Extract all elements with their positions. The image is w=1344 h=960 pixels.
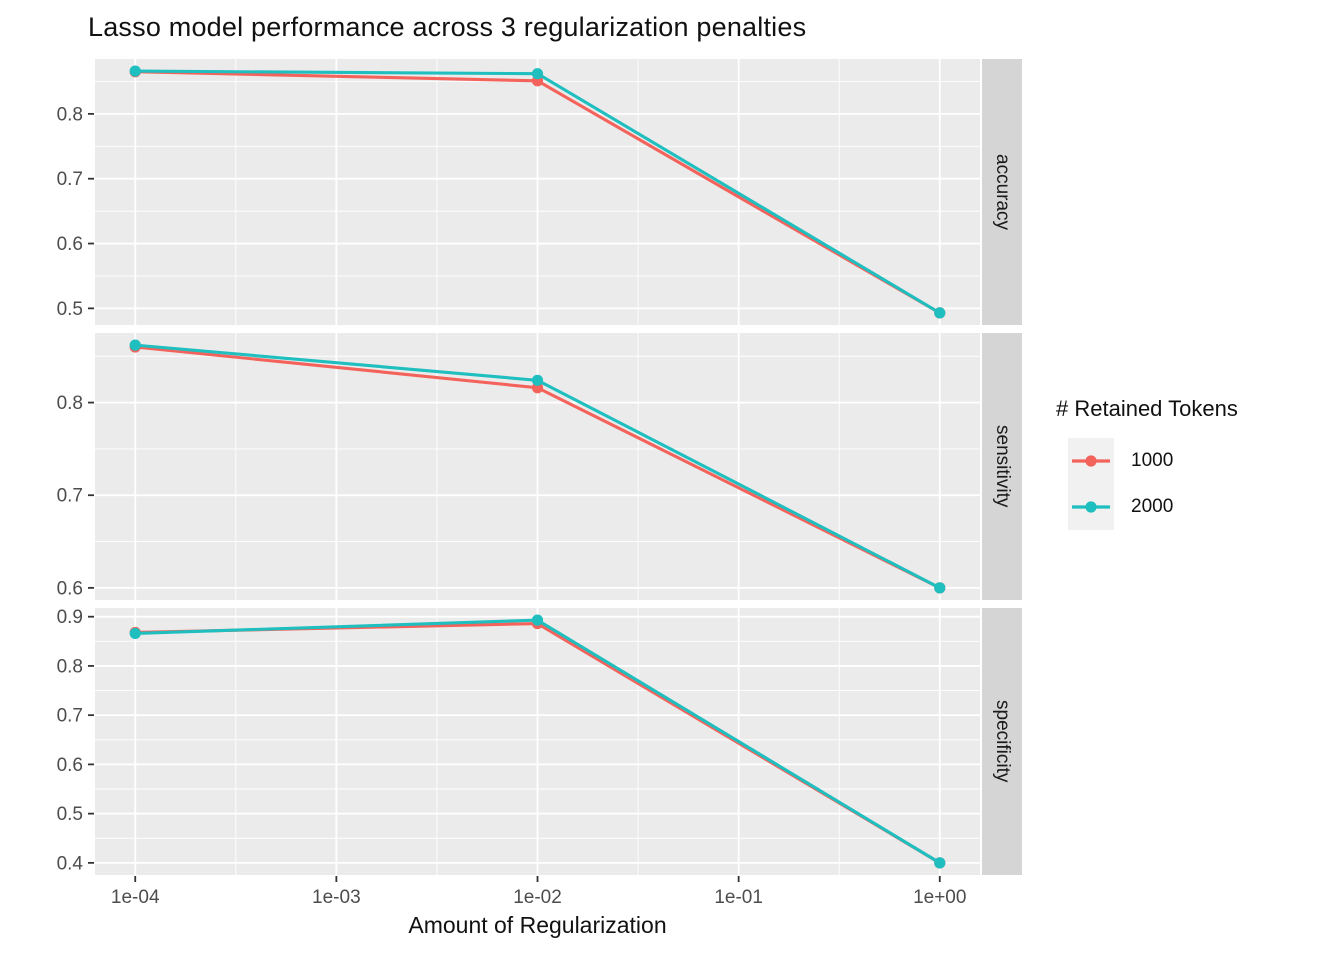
legend-key-line-dot-icon [1068,484,1114,530]
data-point-2000 [129,627,141,640]
y-tick-label: 0.6 [57,234,83,255]
legend-entry-label: 1000 [1131,450,1174,471]
y-tick-label: 0.6 [57,578,83,599]
y-tick-label: 0.8 [57,393,83,414]
legend-title: # Retained Tokens [1056,396,1238,421]
legend-entry-2000: 2000 [1068,484,1336,530]
legend-entry-label: 2000 [1131,496,1174,517]
data-point-2000 [531,68,544,80]
y-tick-label: 0.6 [57,755,83,776]
legend-entries: 1000 2000 [1068,438,1336,530]
data-point-2000 [531,374,544,386]
y-tick-label: 0.4 [57,853,84,874]
facet-strip-sensitivity: sensitivity [982,333,1022,600]
y-tick-label: 0.7 [57,169,83,190]
y-tick-label: 0.5 [57,804,83,825]
facet-strip-label: accuracy [992,153,1013,231]
y-tick-label: 0.8 [57,104,83,125]
legend: # Retained Tokens 1000 2000 [1056,396,1336,530]
x-tick-label: 1e-01 [714,887,763,908]
x-tick-label: 1e-04 [111,887,160,908]
data-point-2000 [129,65,141,77]
x-tick-label: 1e+00 [913,887,966,908]
plot-title: Lasso model performance across 3 regular… [88,12,807,42]
legend-key-line-dot-icon [1068,438,1114,484]
x-axis-title: Amount of Regularization [408,912,667,938]
y-tick-label: 0.7 [57,486,83,507]
facet-panel-sensitivity: 0.6 0.7 0.8 [57,333,980,600]
x-tick-label: 1e-03 [312,887,361,908]
y-tick-label: 0.8 [57,656,83,677]
y-tick-label: 0.5 [57,299,83,320]
y-tick-label: 0.7 [57,706,83,727]
legend-entry-1000: 1000 [1068,438,1336,484]
facet-strip-accuracy: accuracy [982,59,1022,325]
facet-strip-specificity: specificity [982,608,1022,875]
data-point-2000 [129,339,141,351]
facet-panel-accuracy: 0.5 0.6 0.7 0.8 [57,59,980,325]
facet-strip-label: sensitivity [992,425,1013,508]
data-point-2000 [934,857,946,869]
y-tick-label: 0.9 [57,607,83,628]
x-axis: 1e-04 1e-03 1e-02 1e-01 1e+00 [111,876,966,908]
data-point-2000 [934,582,946,594]
facet-panel-specificity: 0.4 0.5 0.6 0.7 0.8 0.9 [57,607,980,875]
data-point-2000 [934,307,946,319]
data-point-2000 [531,614,544,626]
facet-strip-label: specificity [992,700,1013,783]
x-tick-label: 1e-02 [513,887,562,908]
